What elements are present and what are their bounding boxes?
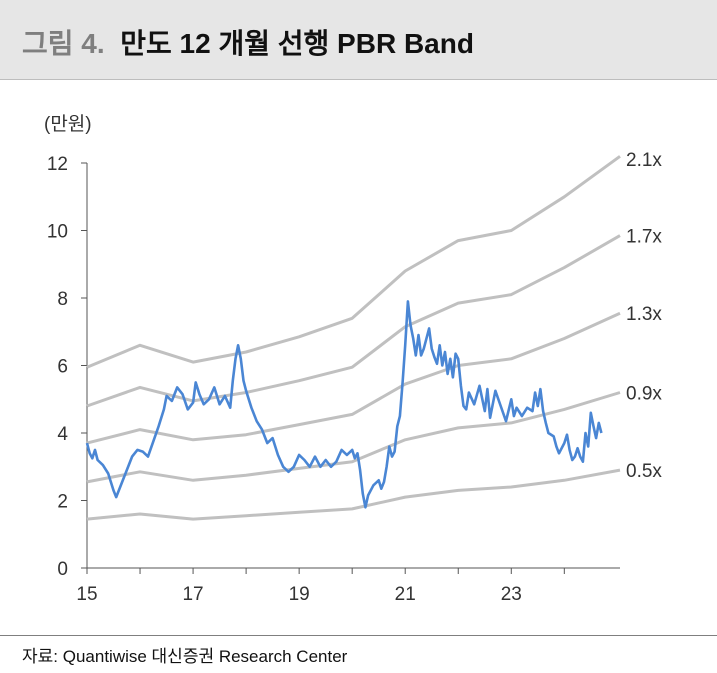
y-tick-label: 10 (47, 222, 68, 243)
y-tick-label: 12 (47, 154, 68, 175)
figure-label: 그림 4. (22, 28, 105, 59)
figure-title: 만도 12 개월 선행 PBR Band (120, 28, 474, 59)
y-unit-label: (만원) (44, 113, 92, 135)
pbr-band-line-1.7x (86, 234, 621, 408)
y-tick-label: 6 (57, 357, 68, 378)
pbr-band-label: 1.7x (626, 227, 662, 248)
x-tick-label: 21 (395, 584, 416, 605)
x-tick-label: 23 (501, 584, 522, 605)
pbr-band-label: 2.1x (626, 150, 662, 171)
x-tick-label: 15 (76, 584, 97, 605)
x-tick-label: 19 (289, 584, 310, 605)
pbr-band-line-1.3x (86, 311, 621, 445)
pbr-band-label: 0.9x (626, 384, 662, 405)
pbr-band-line-0.5x (86, 468, 621, 521)
x-tick-label: 17 (182, 584, 203, 605)
y-tick-label: 4 (57, 424, 68, 445)
pbr-band-label: 1.3x (626, 304, 662, 325)
y-tick-label: 8 (57, 289, 68, 310)
source-note: 자료: Quantiwise 대신증권 Research Center (22, 647, 348, 666)
price-line-0 (85, 300, 603, 509)
source-divider (0, 635, 717, 636)
title-bar (0, 0, 717, 80)
title-bar-divider (0, 79, 717, 80)
chart-title: 그림 4. 만도 12 개월 선행 PBR Band (22, 22, 474, 62)
pbr-band-line-2.1x (86, 155, 621, 369)
pbr-band-label: 0.5x (626, 461, 662, 482)
y-tick-label: 0 (57, 559, 68, 580)
pbr-band-line-0.9x (86, 391, 621, 484)
y-tick-label: 2 (57, 492, 68, 513)
